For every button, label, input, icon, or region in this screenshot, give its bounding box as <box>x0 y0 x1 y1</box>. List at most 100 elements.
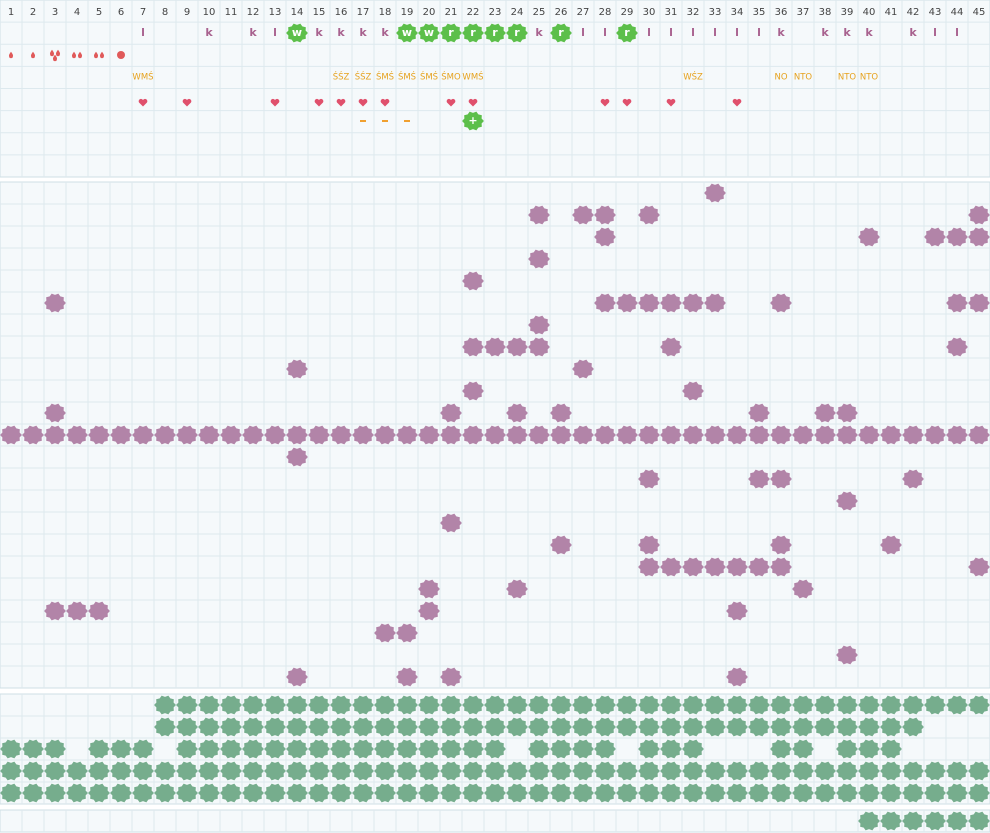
green-block <box>924 695 946 715</box>
green-block <box>308 783 330 803</box>
purple-block <box>550 535 572 555</box>
column-number: 23 <box>489 7 502 18</box>
purple-block <box>396 667 418 687</box>
green-block <box>242 761 264 781</box>
purple-block <box>308 425 330 445</box>
green-block <box>594 739 616 759</box>
code: ŚMŚ <box>398 71 416 83</box>
green-block <box>858 695 880 715</box>
purple-block <box>770 557 792 577</box>
column-number: 27 <box>577 7 590 18</box>
purple-block <box>924 227 946 247</box>
green-block <box>242 739 264 759</box>
column-number: 26 <box>555 7 568 18</box>
purple-block <box>88 601 110 621</box>
green-block <box>440 695 462 715</box>
green-block <box>660 695 682 715</box>
purple-block <box>66 601 88 621</box>
purple-block <box>352 425 374 445</box>
purple-block <box>550 425 572 445</box>
green-block <box>418 739 440 759</box>
purple-block <box>968 227 990 247</box>
green-block <box>396 783 418 803</box>
purple-block <box>682 381 704 401</box>
green-block <box>22 761 44 781</box>
purple-block <box>396 425 418 445</box>
column-number: 41 <box>885 7 898 18</box>
green-block <box>506 717 528 737</box>
green-block <box>484 761 506 781</box>
letter: k <box>909 26 917 39</box>
green-block <box>726 761 748 781</box>
purple-block <box>44 425 66 445</box>
purple-block <box>506 337 528 357</box>
purple-block <box>814 425 836 445</box>
green-block <box>946 695 968 715</box>
code: WMŚ <box>462 71 483 83</box>
green-block <box>902 717 924 737</box>
purple-block <box>748 557 770 577</box>
purple-block <box>946 337 968 357</box>
plus-text: + <box>468 114 477 127</box>
purple-block <box>440 513 462 533</box>
green-block <box>880 695 902 715</box>
purple-block <box>506 425 528 445</box>
purple-block <box>462 271 484 291</box>
purple-block <box>726 667 748 687</box>
badge <box>506 23 528 43</box>
green-block <box>528 717 550 737</box>
badge-letter: w <box>292 26 302 39</box>
green-block <box>462 761 484 781</box>
purple-block <box>770 535 792 555</box>
green-block <box>264 695 286 715</box>
green-block <box>176 717 198 737</box>
purple-block <box>946 425 968 445</box>
purple-block <box>682 293 704 313</box>
green-block <box>682 695 704 715</box>
purple-block <box>726 557 748 577</box>
column-number: 24 <box>511 7 524 18</box>
green-block <box>550 783 572 803</box>
green-block <box>440 739 462 759</box>
green-block <box>0 739 22 759</box>
green-block <box>374 695 396 715</box>
green-block <box>286 739 308 759</box>
green-block <box>594 717 616 737</box>
green-block <box>968 761 990 781</box>
purple-block <box>616 425 638 445</box>
column-number: 14 <box>291 7 304 18</box>
green-block <box>330 695 352 715</box>
drops <box>8 51 14 59</box>
purple-block <box>440 425 462 445</box>
purple-block <box>660 557 682 577</box>
green-block <box>594 695 616 715</box>
purple-block <box>638 535 660 555</box>
green-block <box>572 739 594 759</box>
purple-block <box>572 205 594 225</box>
green-block <box>550 739 572 759</box>
green-block <box>462 695 484 715</box>
green-block <box>176 761 198 781</box>
purple-block <box>0 425 22 445</box>
purple-block <box>682 425 704 445</box>
green-block <box>484 717 506 737</box>
purple-block <box>264 425 286 445</box>
green-block <box>880 811 902 831</box>
code: NTO <box>794 73 813 83</box>
heart <box>732 98 742 107</box>
badge-letter: r <box>492 26 498 39</box>
green-block <box>110 761 132 781</box>
green-block <box>264 717 286 737</box>
green-block <box>550 695 572 715</box>
purple-block <box>726 425 748 445</box>
column-number: 11 <box>225 7 238 18</box>
heart <box>622 98 632 107</box>
green-block <box>880 783 902 803</box>
green-block <box>660 717 682 737</box>
purple-block <box>418 601 440 621</box>
purple-block <box>528 337 550 357</box>
green-block <box>682 739 704 759</box>
green-block <box>902 761 924 781</box>
green-block <box>528 695 550 715</box>
purple-block <box>462 381 484 401</box>
